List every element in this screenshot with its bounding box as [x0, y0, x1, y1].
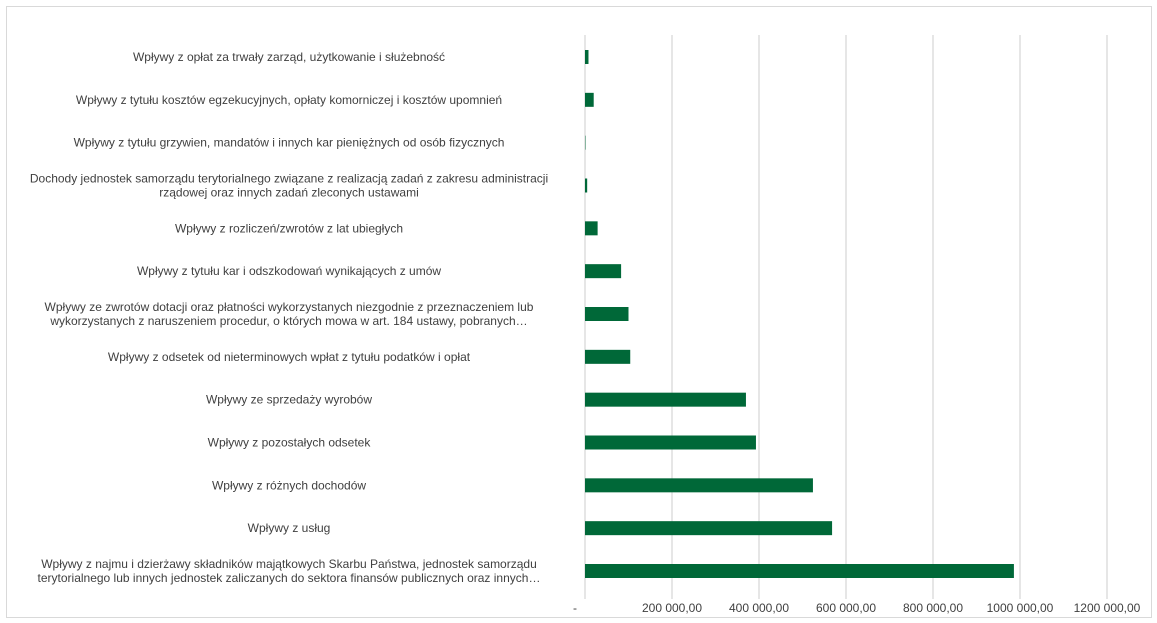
category-label: Wpływy z usług — [248, 521, 331, 535]
category-label: Wpływy z opłat za trwały zarząd, użytkow… — [133, 50, 445, 64]
category-label-line: wykorzystanych z naruszeniem procedur, o… — [49, 314, 527, 328]
bar — [585, 264, 622, 279]
category-label: Wpływy z pozostałych odsetek — [208, 436, 372, 450]
bar — [585, 478, 813, 493]
category-label-line: rządowej oraz innych zadań zleconych ust… — [159, 186, 418, 200]
category-label-line: Wpływy z różnych dochodów — [212, 478, 366, 492]
x-tick-label: 600 000,00 — [816, 601, 876, 615]
category-label-line: terytorialnego lub innych jednostek zali… — [38, 571, 541, 585]
bar — [585, 221, 598, 236]
category-label-line: Wpływy z tytułu grzywien, mandatów i inn… — [74, 136, 505, 150]
bar-chart: Wpływy z opłat za trwały zarząd, użytkow… — [30, 35, 1141, 615]
category-label: Wpływy z najmu i dzierżawy składników ma… — [38, 557, 541, 585]
bar — [585, 521, 833, 536]
bar — [585, 564, 1014, 578]
x-tick-label: 800 000,00 — [903, 601, 963, 615]
x-tick-label: 400 000,00 — [729, 601, 789, 615]
bar — [585, 435, 756, 450]
category-label-line: Dochody jednostek samorządu terytorialne… — [30, 172, 548, 186]
bar — [585, 307, 629, 321]
bar — [585, 392, 746, 407]
category-label: Wpływy z różnych dochodów — [212, 478, 366, 492]
category-label-line: Wpływy z tytułu kosztów egzekucyjnych, o… — [76, 93, 502, 107]
category-label: Wpływy ze zwrotów dotacji oraz płatności… — [45, 300, 534, 328]
category-label-line: Wpływy z opłat za trwały zarząd, użytkow… — [133, 50, 445, 64]
category-label-line: Wpływy z najmu i dzierżawy składników ma… — [41, 557, 537, 571]
category-label-line: Wpływy z odsetek od nieterminowych wpłat… — [108, 350, 471, 364]
chart-frame: Wpływy z opłat za trwały zarząd, użytkow… — [6, 6, 1152, 618]
category-label-line: Wpływy z tytułu kar i odszkodowań wynika… — [137, 264, 441, 278]
category-label-line: Wpływy z rozliczeń/zwrotów z lat ubiegły… — [175, 221, 403, 235]
category-label: Wpływy z tytułu kar i odszkodowań wynika… — [137, 264, 441, 278]
category-label: Wpływy z tytułu grzywien, mandatów i inn… — [74, 136, 505, 150]
category-label-line: Wpływy ze sprzedaży wyrobów — [206, 393, 372, 407]
x-tick-label: 200 000,00 — [642, 601, 702, 615]
category-label: Dochody jednostek samorządu terytorialne… — [30, 172, 548, 200]
category-label: Wpływy ze sprzedaży wyrobów — [206, 393, 372, 407]
category-label-line: Wpływy ze zwrotów dotacji oraz płatności… — [45, 300, 534, 314]
category-label-line: Wpływy z pozostałych odsetek — [208, 436, 372, 450]
category-label: Wpływy z rozliczeń/zwrotów z lat ubiegły… — [175, 221, 403, 235]
bar — [585, 92, 594, 107]
category-label: Wpływy z odsetek od nieterminowych wpłat… — [108, 350, 471, 364]
category-label: Wpływy z tytułu kosztów egzekucyjnych, o… — [76, 93, 502, 107]
bar — [585, 50, 589, 64]
x-tick-label: 1000 000,00 — [987, 601, 1054, 615]
bar — [585, 349, 631, 364]
bar — [585, 178, 588, 193]
x-tick-label: 1200 000,00 — [1074, 601, 1141, 615]
category-label-line: Wpływy z usług — [248, 521, 331, 535]
x-tick-label: - — [573, 601, 577, 615]
